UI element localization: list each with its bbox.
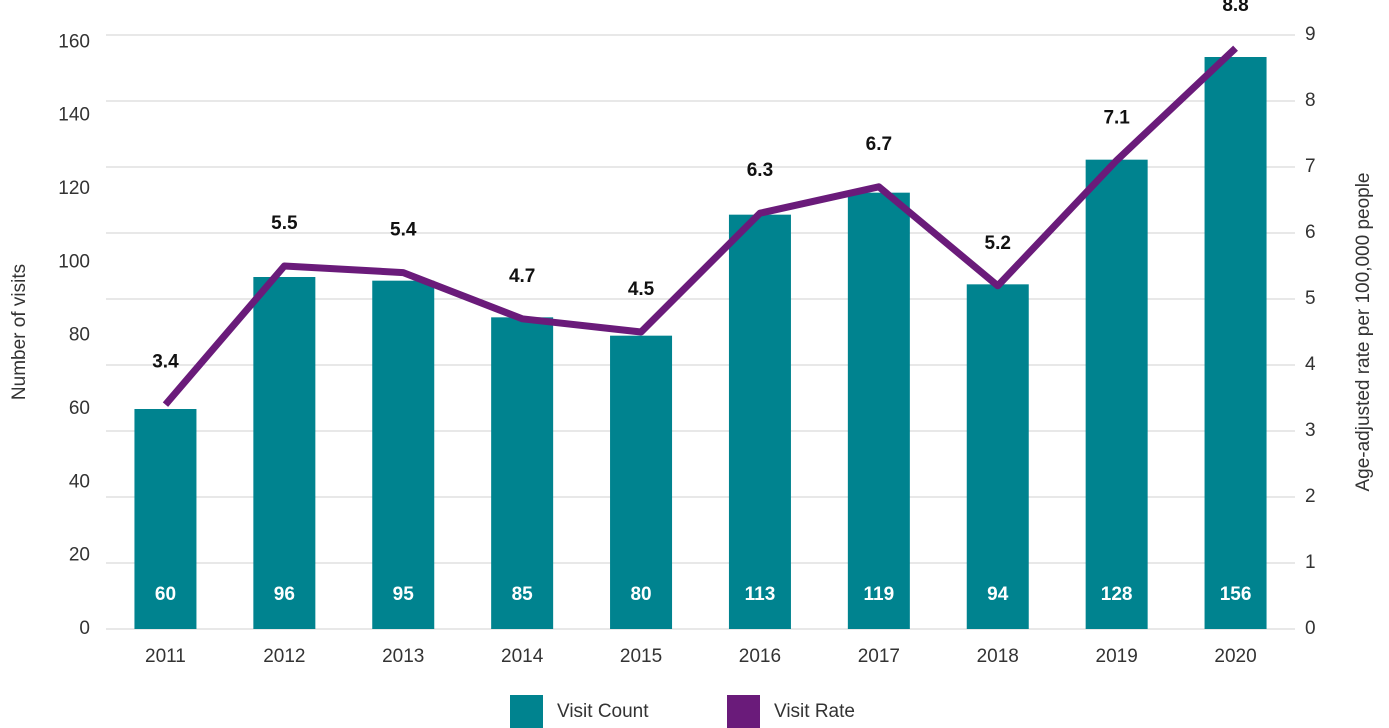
x-tick-label: 2011 [145,646,186,667]
bar [134,409,197,629]
y2-tick-label: 8 [1305,90,1316,111]
y2-tick-label: 5 [1305,288,1316,309]
y-tick-label: 20 [69,545,90,566]
bar-value-label: 119 [864,584,895,605]
y-tick-label: 120 [58,178,90,199]
bar [372,280,435,629]
bar-value-label: 94 [987,584,1009,605]
legend-label: Visit Count [557,701,649,722]
x-tick-label: 2017 [858,646,900,667]
line [162,45,1238,407]
bar-value-label: 85 [512,584,534,605]
y2-tick-label: 0 [1305,618,1316,639]
y-tick-label: 140 [58,105,90,126]
bar [253,277,316,629]
y-tick-label: 0 [79,618,90,639]
bar [966,284,1029,629]
line-value-label: 7.1 [1103,107,1130,128]
x-tick-label: 2019 [1096,646,1138,667]
line-value-label: 5.2 [985,233,1011,254]
bar-value-label: 80 [630,584,651,605]
bar [610,335,673,629]
y-tick-label: 160 [58,31,90,52]
bar [1204,57,1267,629]
bar [847,192,910,629]
y2-tick-label: 2 [1305,486,1316,507]
y-tick-label: 40 [69,471,90,492]
x-tick-label: 2014 [501,646,544,667]
y-tick-label: 60 [69,398,90,419]
y-tick-label: 80 [69,325,90,346]
bar [728,214,791,629]
legend-label: Visit Rate [774,701,855,722]
line-value-label: 8.8 [1222,0,1248,16]
legend-swatch [510,695,543,728]
bar-value-label: 156 [1220,584,1252,605]
line-value-label: 4.5 [628,279,655,300]
line-value-label: 5.4 [390,220,417,241]
x-tick-label: 2016 [739,646,781,667]
x-tick-label: 2015 [620,646,662,667]
legend-swatch [727,695,760,728]
y2-tick-label: 4 [1305,354,1316,375]
y2-axis-label: Age-adjusted rate per 100,000 people [1353,172,1374,491]
y2-tick-label: 9 [1305,24,1316,45]
y-tick-label: 100 [58,251,90,272]
bar-value-label: 113 [745,584,776,605]
bar-value-label: 95 [393,584,415,605]
bar-value-label: 96 [274,584,295,605]
y-axis-label: Number of visits [9,264,30,400]
y2-tick-label: 3 [1305,420,1316,441]
line-value-label: 5.5 [271,213,298,234]
y2-tick-label: 1 [1305,552,1316,573]
bar [1085,159,1148,629]
line-value-label: 6.3 [747,160,773,181]
y2-tick-label: 7 [1305,156,1316,177]
bar [491,317,554,629]
y2-tick-label: 6 [1305,222,1316,243]
bar-value-label: 60 [155,584,176,605]
x-tick-label: 2012 [263,646,305,667]
x-tick-label: 2018 [977,646,1019,667]
x-tick-label: 2013 [382,646,424,667]
x-tick-label: 2020 [1214,646,1256,667]
line-value-label: 3.4 [152,352,179,373]
bar-value-label: 128 [1101,584,1133,605]
line-value-label: 6.7 [866,134,892,155]
line-value-label: 4.7 [509,266,535,287]
